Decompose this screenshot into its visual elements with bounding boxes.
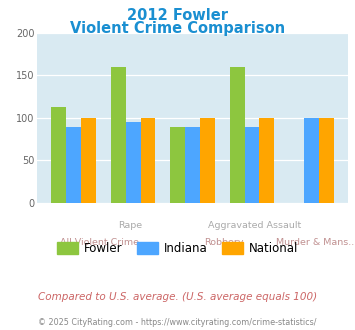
Bar [141, 118, 155, 203]
Bar [260, 118, 274, 203]
Bar [304, 118, 319, 203]
Bar [245, 127, 260, 203]
Bar [319, 118, 334, 203]
Text: Aggravated Assault: Aggravated Assault [208, 221, 301, 230]
Bar [126, 122, 141, 203]
Bar [200, 118, 215, 203]
Text: Murder & Mans...: Murder & Mans... [276, 238, 355, 247]
Bar [111, 67, 126, 203]
Bar [230, 67, 245, 203]
Text: Rape: Rape [119, 221, 142, 230]
Text: © 2025 CityRating.com - https://www.cityrating.com/crime-statistics/: © 2025 CityRating.com - https://www.city… [38, 318, 317, 327]
Bar [51, 107, 66, 203]
Text: 2012 Fowler: 2012 Fowler [127, 8, 228, 23]
Bar [185, 127, 200, 203]
Bar [81, 118, 96, 203]
Bar [170, 127, 185, 203]
Text: All Violent Crime: All Violent Crime [60, 238, 139, 247]
Text: Robbery: Robbery [204, 238, 244, 247]
Bar [66, 127, 81, 203]
Text: Compared to U.S. average. (U.S. average equals 100): Compared to U.S. average. (U.S. average … [38, 292, 317, 302]
Text: Violent Crime Comparison: Violent Crime Comparison [70, 21, 285, 36]
Legend: Fowler, Indiana, National: Fowler, Indiana, National [52, 237, 303, 260]
